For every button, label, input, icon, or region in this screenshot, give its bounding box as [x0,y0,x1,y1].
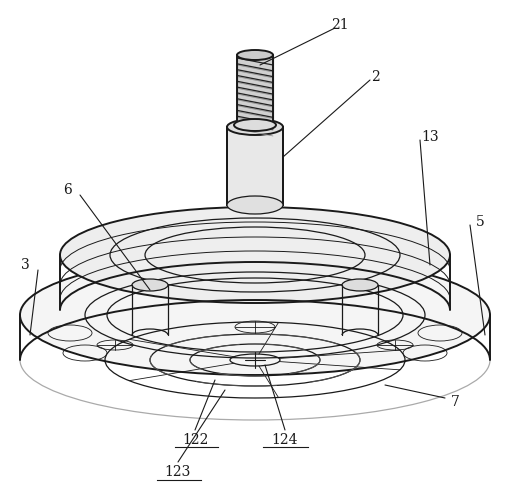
Text: 3: 3 [20,258,29,272]
Ellipse shape [60,207,450,303]
FancyBboxPatch shape [237,55,273,125]
Text: 6: 6 [64,183,73,197]
Ellipse shape [227,196,283,214]
Ellipse shape [132,279,168,291]
Text: 13: 13 [421,130,439,144]
Ellipse shape [234,119,276,131]
Text: 21: 21 [331,18,349,32]
Text: 7: 7 [451,395,459,409]
Text: 124: 124 [272,433,298,447]
Ellipse shape [237,50,273,60]
Ellipse shape [342,279,378,291]
Text: 2: 2 [370,70,379,84]
Text: 5: 5 [476,215,484,229]
Text: 122: 122 [182,433,208,447]
Ellipse shape [227,119,283,135]
Text: 123: 123 [165,465,191,479]
Ellipse shape [20,255,490,375]
FancyBboxPatch shape [227,127,283,205]
